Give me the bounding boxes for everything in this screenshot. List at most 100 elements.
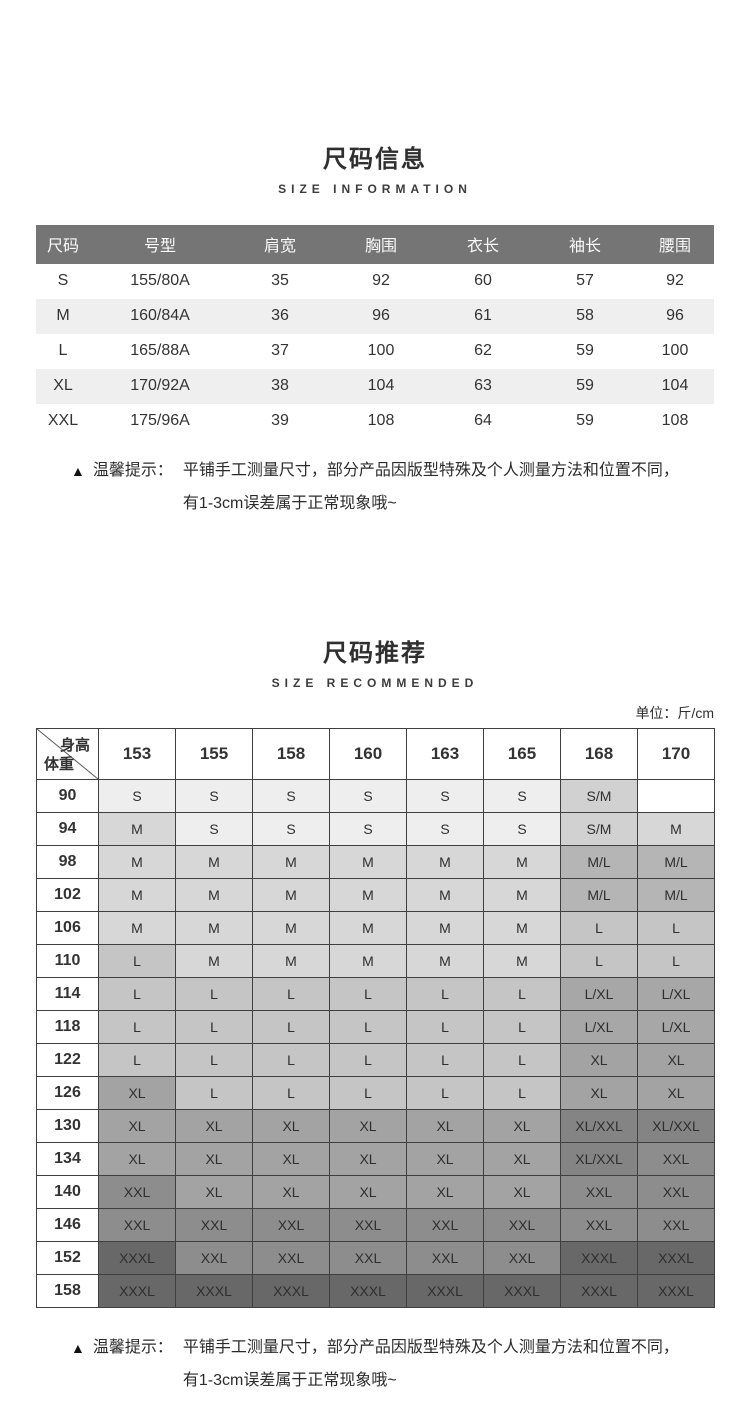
recommend-size-cell: M — [252, 877, 330, 912]
size-info-cell: 59 — [576, 377, 594, 395]
size-info-cell: 96 — [372, 307, 390, 325]
size-info-cell: 96 — [666, 307, 684, 325]
notice-line-1: 平铺手工测量尺寸，部分产品因版型特殊及个人测量方法和位置不同， — [182, 1338, 679, 1356]
recommend-size-cell: M — [98, 910, 176, 945]
size-recommendation-section: 尺码推荐 SIZE RECOMMENDED 单位：斤/cm 身高 体重 153 1… — [0, 515, 750, 1392]
recommend-size-cell: L — [98, 1042, 176, 1077]
size-info-row: XL 170/92A 38 104 63 59 104 — [36, 368, 714, 404]
recommend-size-cell: XL — [406, 1141, 484, 1176]
recommend-size-cell: XL — [329, 1174, 407, 1209]
matrix-row: 152 XXXL XXL XXL XXL XXL XXL XXXL XXXL — [36, 1240, 715, 1275]
recommend-size-cell: XXL — [637, 1141, 715, 1176]
recommend-size-cell — [637, 778, 715, 813]
matrix-row: 130 XL XL XL XL XL XL XL/XXL XL/XXL — [36, 1108, 715, 1143]
recommend-size-cell: XL — [406, 1174, 484, 1209]
size-info-cell: 62 — [474, 342, 492, 360]
size-info-row: XXL 175/96A 39 108 64 59 108 — [36, 404, 714, 439]
recommend-size-cell: L — [175, 1009, 253, 1044]
corner-cell: 身高 体重 — [36, 727, 99, 780]
recommend-size-cell: L — [252, 976, 330, 1011]
recommend-size-cell: XXXL — [98, 1240, 176, 1275]
recommend-size-cell: M/L — [637, 877, 715, 912]
recommend-size-cell: XXL — [252, 1240, 330, 1275]
size-recommend-subtitle: SIZE RECOMMENDED — [271, 675, 479, 690]
recommend-size-cell: L — [252, 1042, 330, 1077]
weight-axis-label: 体重 — [44, 755, 75, 773]
recommend-size-cell: M — [329, 877, 407, 912]
recommend-size-cell: M/L — [560, 844, 638, 879]
weight-row-header: 140 — [36, 1174, 99, 1209]
recommend-size-cell: XXXL — [560, 1273, 638, 1308]
recommend-size-cell: XXXL — [637, 1273, 715, 1308]
recommend-size-cell: M — [329, 844, 407, 879]
recommend-size-cell: S — [406, 811, 484, 846]
recommend-size-cell: M — [98, 844, 176, 879]
recommend-size-cell: XL — [483, 1141, 561, 1176]
height-col-header: 158 — [252, 727, 330, 780]
recommend-size-cell: S — [252, 811, 330, 846]
size-info-cell: 58 — [576, 307, 594, 325]
recommend-size-cell: XXL — [406, 1240, 484, 1275]
notice-line-2: 有1-3cm误差属于正常现象哦~ — [182, 494, 397, 512]
recommend-size-cell: L — [406, 1009, 484, 1044]
height-col-header: 160 — [329, 727, 407, 780]
recommend-size-cell: S — [175, 811, 253, 846]
size-info-cell: 108 — [661, 412, 689, 430]
size-info-col-header: 胸围 — [330, 224, 432, 264]
recommend-size-cell: M — [252, 910, 330, 945]
matrix-row: 126 XL L L L L L XL XL — [36, 1075, 715, 1110]
recommend-size-cell: XXL — [329, 1207, 407, 1242]
recommend-size-cell: M — [175, 943, 253, 978]
size-info-cell: 37 — [271, 342, 289, 360]
recommend-size-cell: XL — [560, 1075, 638, 1110]
recommend-size-cell: L — [98, 976, 176, 1011]
recommend-size-cell: L/XL — [637, 1009, 715, 1044]
recommend-size-cell: XL — [175, 1174, 253, 1209]
recommend-size-cell: L — [560, 943, 638, 978]
recommend-size-cell: L/XL — [560, 976, 638, 1011]
height-col-header: 155 — [175, 727, 253, 780]
recommend-size-cell: XL — [637, 1042, 715, 1077]
recommend-size-cell: XL — [175, 1141, 253, 1176]
size-info-header-row: 尺码 号型 肩宽 胸围 衣长 袖长 腰围 — [36, 224, 714, 264]
size-info-cell: S — [57, 272, 69, 290]
recommend-size-cell: M/L — [560, 877, 638, 912]
size-info-cell: XXL — [47, 412, 79, 430]
size-information-section: 尺码信息 SIZE INFORMATION 尺码 号型 肩宽 胸围 衣长 袖长 腰围 S 15… — [0, 0, 750, 515]
size-info-cell: 100 — [367, 342, 395, 360]
matrix-row: 98 M M M M M M M/L M/L — [36, 844, 715, 879]
height-col-header: 163 — [406, 727, 484, 780]
recommend-size-cell: S — [483, 778, 561, 813]
size-info-cell: 108 — [367, 412, 395, 430]
recommend-size-cell: S — [483, 811, 561, 846]
recommend-size-cell: XXXL — [252, 1273, 330, 1308]
warning-triangle-icon: ▲ — [71, 1339, 85, 1356]
weight-row-header: 134 — [36, 1141, 99, 1176]
matrix-row: 140 XXL XL XL XL XL XL XXL XXL — [36, 1174, 715, 1209]
size-info-cell: XL — [53, 377, 73, 395]
size-recommend-title: 尺码推荐 — [323, 639, 427, 667]
size-info-col-header: 号型 — [90, 224, 230, 264]
matrix-row: 122 L L L L L L XL XL — [36, 1042, 715, 1077]
recommend-size-cell: M — [483, 877, 561, 912]
matrix-header-row: 身高 体重 153 155 158 160 163 165 168 170 — [36, 727, 715, 780]
recommend-size-cell: S — [252, 778, 330, 813]
matrix-row: 94 M S S S S S S/M M — [36, 811, 715, 846]
recommend-size-cell: L — [175, 976, 253, 1011]
size-info-table: 尺码 号型 肩宽 胸围 衣长 袖长 腰围 S 155/80A 35 92 60 57 92 M 160/84… — [36, 224, 714, 439]
recommend-size-cell: XXL — [637, 1207, 715, 1242]
height-col-header: 153 — [98, 727, 176, 780]
recommend-size-cell: M/L — [637, 844, 715, 879]
weight-row-header: 102 — [36, 877, 99, 912]
recommend-size-cell: XL — [560, 1042, 638, 1077]
size-info-cell: 170/92A — [130, 377, 190, 395]
recommend-size-cell: XXL — [560, 1174, 638, 1209]
size-info-cell: M — [56, 307, 70, 325]
size-info-cell: 165/88A — [130, 342, 190, 360]
recommend-size-cell: XL — [406, 1108, 484, 1143]
notice-line-2: 有1-3cm误差属于正常现象哦~ — [182, 1371, 397, 1389]
size-info-cell: 61 — [474, 307, 492, 325]
recommend-size-cell: XL — [98, 1141, 176, 1176]
height-weight-matrix: 身高 体重 153 155 158 160 163 165 168 170 90 S S S S S S S… — [36, 727, 715, 1308]
recommend-size-cell: XXXL — [406, 1273, 484, 1308]
